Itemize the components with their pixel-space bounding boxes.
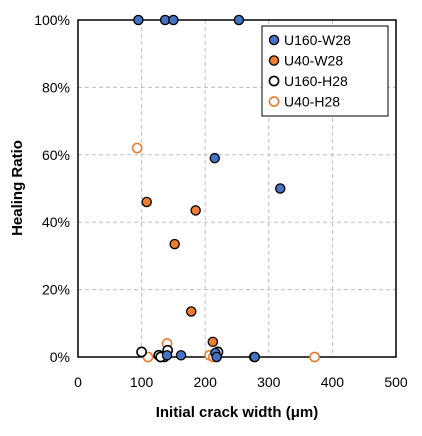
data-point-u40-h28: [131, 142, 143, 154]
legend-marker: [268, 75, 280, 87]
data-points: [131, 14, 320, 363]
data-point-u160-w28: [274, 183, 286, 194]
data-point-u40-h28: [309, 351, 320, 363]
data-point-u160-w28: [249, 351, 261, 363]
legend-label: U40-H28: [284, 94, 340, 110]
x-tick-label: 100: [130, 374, 154, 390]
data-point-u160-w28: [209, 152, 220, 164]
data-point-u160-w28: [175, 350, 187, 361]
data-point-u160-w28: [211, 351, 222, 363]
data-point-u40-w28: [190, 205, 201, 216]
data-point-u160-w28: [161, 350, 173, 361]
y-tick-label: 20%: [42, 282, 70, 298]
y-axis-ticks: 0% 20% 40% 60% 80% 100%: [34, 12, 70, 365]
y-tick-label: 60%: [42, 147, 70, 163]
x-axis-ticks: 0 100 200 300 400 500: [74, 374, 408, 390]
data-point-u160-w28: [133, 14, 144, 26]
data-point-u40-w28: [185, 306, 197, 317]
data-point-u160-h28: [136, 346, 147, 358]
data-point-u160-w28: [168, 14, 179, 26]
legend: U160-W28 U40-W28 U160-H28 U40-H28: [261, 25, 389, 117]
data-point-u40-w28: [141, 196, 152, 208]
y-axis-label: Healing Ratio: [9, 140, 26, 236]
data-point-u160-w28: [233, 14, 245, 26]
legend-label: U40-W28: [284, 53, 343, 69]
legend-box: [261, 25, 389, 117]
legend-marker: [268, 34, 280, 46]
x-tick-label: 200: [194, 374, 218, 390]
x-tick-label: 300: [257, 374, 281, 390]
x-tick-label: 500: [384, 374, 408, 390]
legend-marker: [268, 96, 280, 107]
data-point-u40-w28: [207, 336, 219, 348]
y-tick-label: 80%: [42, 79, 70, 95]
y-tick-label: 100%: [34, 12, 70, 28]
legend-label: U160-W28: [284, 32, 351, 48]
x-tick-label: 0: [74, 374, 82, 390]
x-tick-label: 400: [321, 374, 345, 390]
legend-label: U160-H28: [284, 73, 348, 89]
y-tick-label: 40%: [42, 214, 70, 230]
x-axis-label: Initial crack width (μm): [156, 404, 319, 421]
legend-marker: [268, 55, 280, 66]
data-point-u40-w28: [169, 238, 180, 250]
y-tick-label: 0%: [50, 349, 70, 365]
